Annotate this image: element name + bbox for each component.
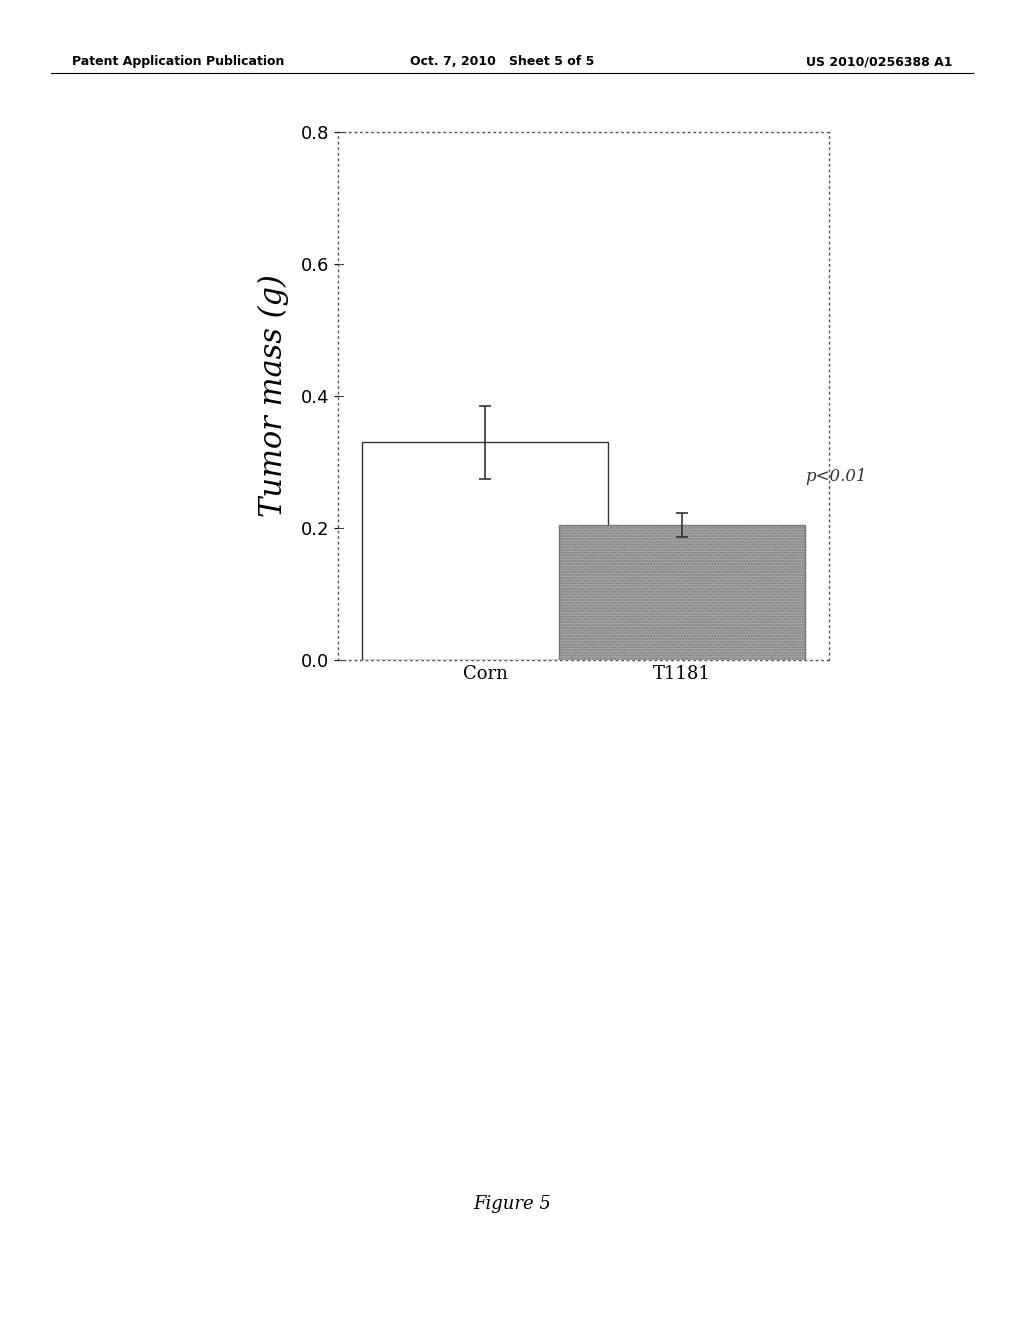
Text: Patent Application Publication: Patent Application Publication: [72, 55, 284, 69]
Text: Oct. 7, 2010   Sheet 5 of 5: Oct. 7, 2010 Sheet 5 of 5: [410, 55, 594, 69]
Text: US 2010/0256388 A1: US 2010/0256388 A1: [806, 55, 952, 69]
Bar: [559, 525, 805, 660]
Text: Figure 5: Figure 5: [473, 1195, 551, 1213]
Text: p<0.01: p<0.01: [805, 469, 866, 486]
Bar: [362, 442, 608, 660]
Y-axis label: Tumor mass (g): Tumor mass (g): [258, 275, 290, 517]
